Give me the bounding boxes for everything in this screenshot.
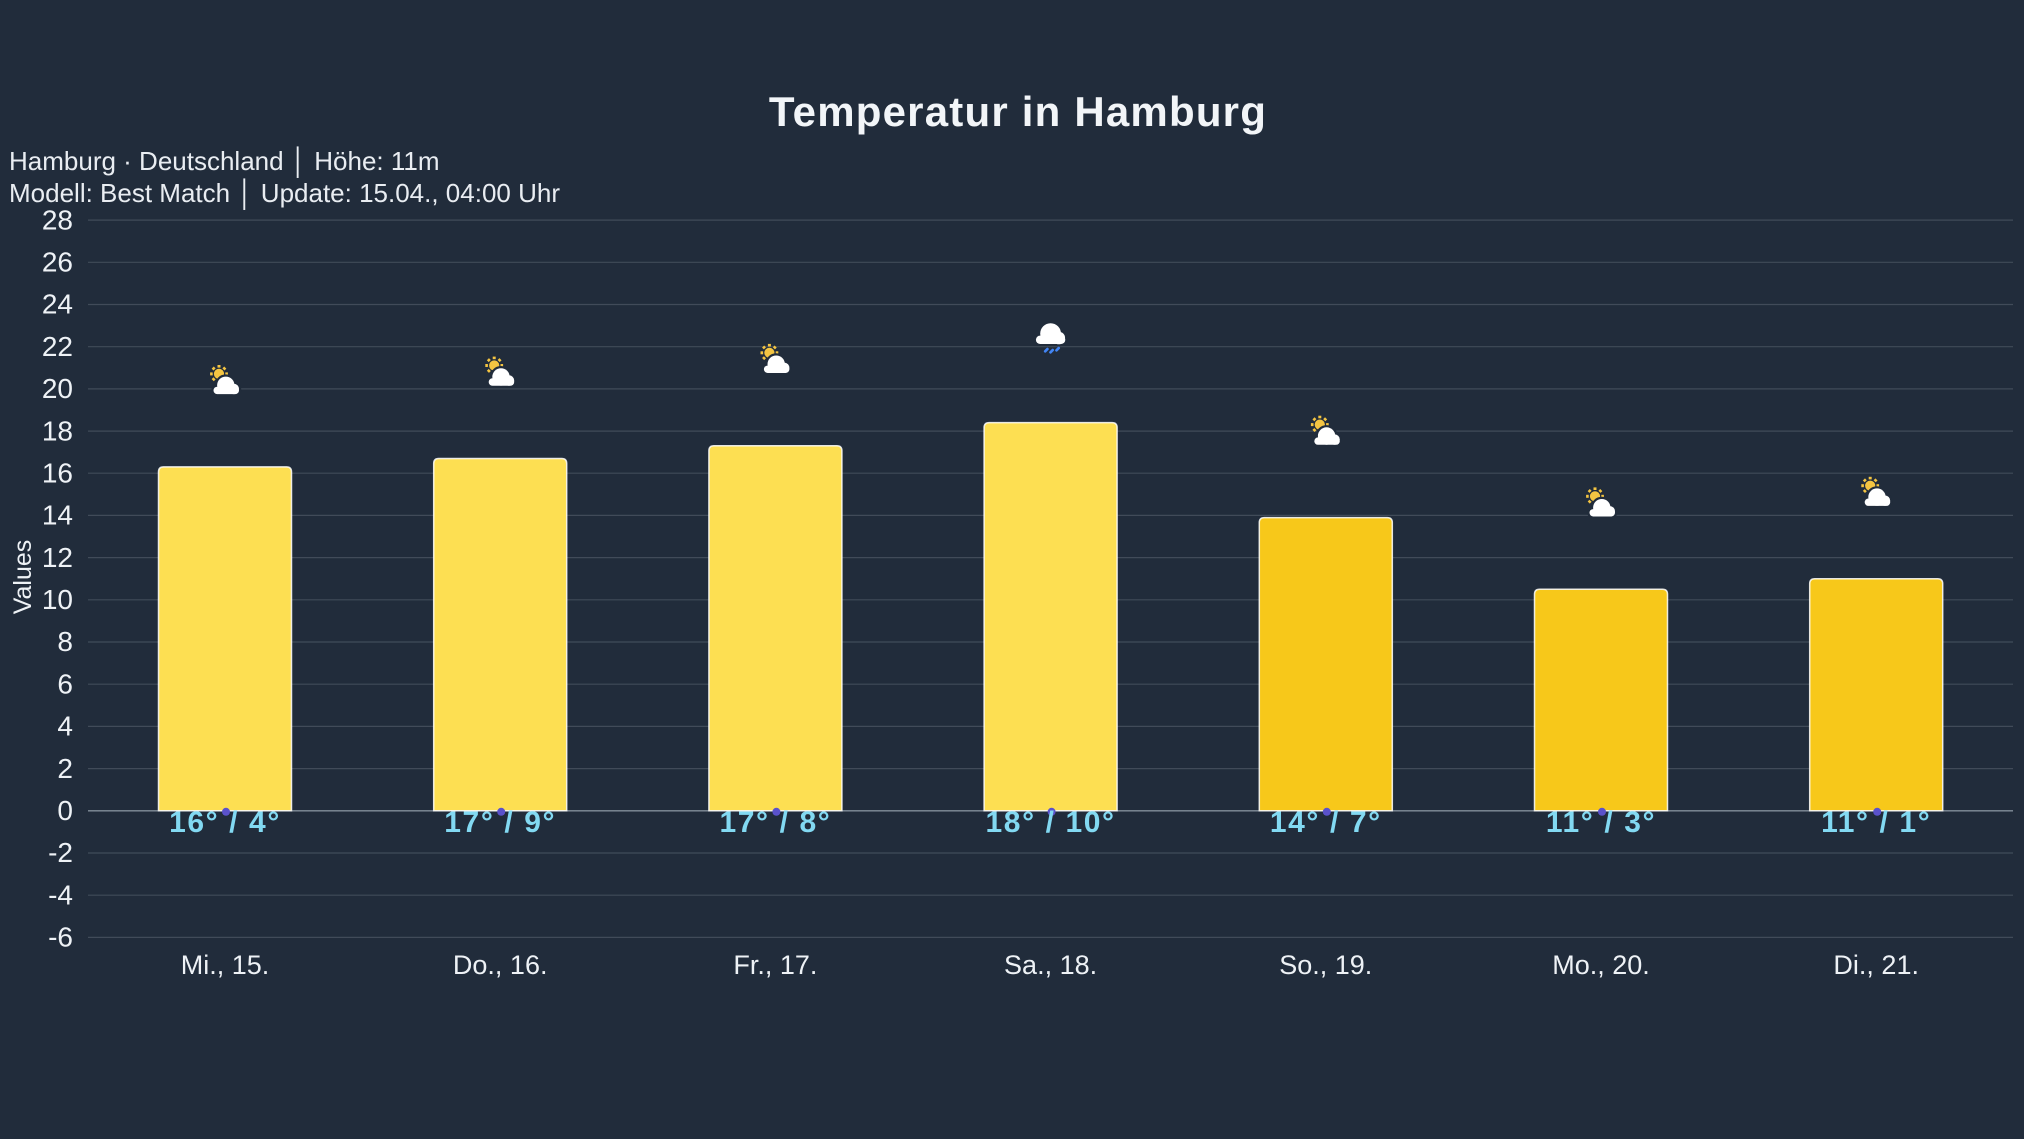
svg-text:Di., 21.: Di., 21. xyxy=(1833,950,1919,980)
svg-text:2: 2 xyxy=(57,753,73,784)
svg-text:24: 24 xyxy=(42,289,73,320)
svg-text:11° / 1°: 11° / 1° xyxy=(1821,806,1931,839)
svg-text:14° / 7°: 14° / 7° xyxy=(1270,806,1382,839)
svg-text:17° / 9°: 17° / 9° xyxy=(444,806,556,839)
svg-text:10: 10 xyxy=(42,584,73,615)
svg-text:So., 19.: So., 19. xyxy=(1279,950,1372,980)
svg-text:-2: -2 xyxy=(48,837,73,868)
svg-text:18° / 10°: 18° / 10° xyxy=(986,806,1116,839)
svg-text:22: 22 xyxy=(42,331,73,362)
svg-text:28: 28 xyxy=(42,204,73,235)
svg-text:Do., 16.: Do., 16. xyxy=(453,950,548,980)
svg-text:14: 14 xyxy=(42,500,73,531)
svg-text:17° / 8°: 17° / 8° xyxy=(719,806,831,839)
svg-text:Values: Values xyxy=(9,540,37,615)
svg-text:-4: -4 xyxy=(48,879,73,910)
svg-text:-6: -6 xyxy=(48,922,73,953)
svg-text:11° / 3°: 11° / 3° xyxy=(1546,806,1656,839)
svg-text:20: 20 xyxy=(42,373,73,404)
svg-text:8: 8 xyxy=(57,626,73,657)
svg-text:Fr., 17.: Fr., 17. xyxy=(733,950,817,980)
svg-text:16° / 4°: 16° / 4° xyxy=(169,806,281,839)
svg-text:4: 4 xyxy=(57,711,73,742)
svg-text:Mi., 15.: Mi., 15. xyxy=(181,950,270,980)
svg-text:Mo., 20.: Mo., 20. xyxy=(1552,950,1650,980)
svg-text:26: 26 xyxy=(42,247,73,278)
svg-text:18: 18 xyxy=(42,415,73,446)
svg-text:0: 0 xyxy=(57,795,73,826)
svg-text:Sa., 18.: Sa., 18. xyxy=(1004,950,1097,980)
svg-text:6: 6 xyxy=(57,668,73,699)
svg-text:16: 16 xyxy=(42,457,73,488)
svg-text:12: 12 xyxy=(42,542,73,573)
